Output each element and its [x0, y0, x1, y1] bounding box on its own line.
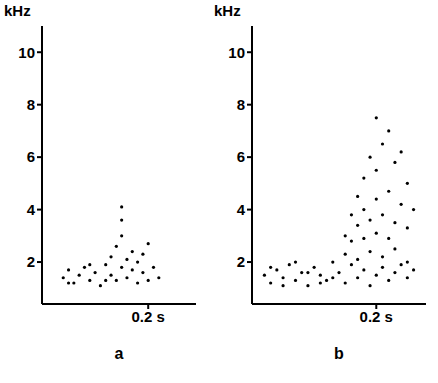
svg-text:0.2 s: 0.2 s	[132, 308, 165, 325]
svg-text:6: 6	[237, 148, 245, 165]
svg-text:10: 10	[18, 44, 35, 61]
html-text:kHz: kHz	[214, 2, 241, 19]
html-text:a: a	[114, 345, 124, 362]
svg-text:4: 4	[27, 201, 36, 218]
svg-text:8: 8	[237, 96, 245, 113]
svg-text:2: 2	[27, 253, 35, 270]
html-text:kHz: kHz	[4, 2, 31, 19]
svg-text:8: 8	[27, 96, 35, 113]
svg-text:4: 4	[237, 201, 246, 218]
html-text:b: b	[334, 345, 344, 362]
svg-text:0.2 s: 0.2 s	[360, 308, 393, 325]
svg-text:6: 6	[27, 148, 35, 165]
svg-text:2: 2	[237, 253, 245, 270]
svg-text:10: 10	[228, 44, 245, 61]
